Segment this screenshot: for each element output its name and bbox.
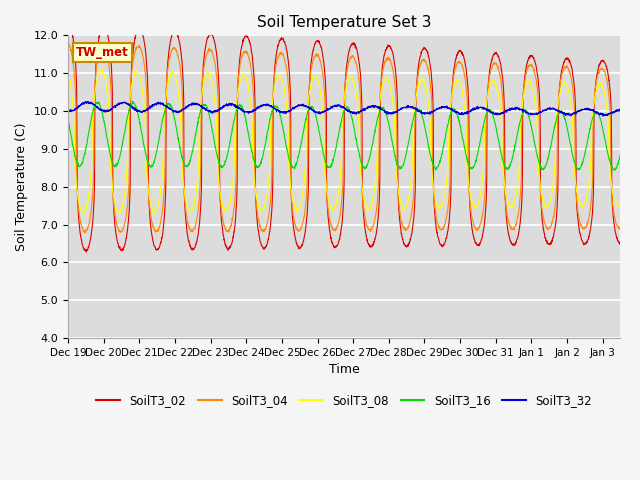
SoilT3_16: [532, 146, 540, 152]
SoilT3_32: [410, 105, 418, 111]
Line: SoilT3_32: SoilT3_32: [68, 102, 620, 116]
SoilT3_32: [97, 107, 104, 113]
SoilT3_04: [411, 171, 419, 177]
SoilT3_02: [97, 27, 105, 33]
SoilT3_16: [97, 104, 104, 109]
Line: SoilT3_04: SoilT3_04: [68, 43, 620, 233]
SoilT3_02: [598, 59, 605, 64]
SoilT3_02: [83, 249, 90, 255]
SoilT3_08: [348, 74, 356, 80]
SoilT3_08: [428, 160, 435, 166]
SoilT3_02: [428, 71, 435, 77]
SoilT3_32: [84, 99, 92, 105]
SoilT3_04: [532, 76, 540, 82]
SoilT3_02: [532, 63, 540, 69]
SoilT3_08: [532, 109, 540, 115]
Line: SoilT3_08: SoilT3_08: [68, 70, 620, 214]
SoilT3_16: [410, 113, 418, 119]
SoilT3_32: [64, 108, 72, 114]
SoilT3_32: [616, 106, 624, 111]
SoilT3_02: [64, 21, 72, 26]
SoilT3_32: [427, 109, 435, 115]
SoilT3_04: [598, 66, 605, 72]
SoilT3_04: [64, 41, 72, 47]
Title: Soil Temperature Set 3: Soil Temperature Set 3: [257, 15, 431, 30]
Line: SoilT3_16: SoilT3_16: [68, 101, 620, 170]
SoilT3_16: [427, 154, 435, 160]
SoilT3_04: [97, 42, 105, 48]
SoilT3_16: [616, 151, 624, 157]
SoilT3_08: [616, 200, 624, 206]
Line: SoilT3_02: SoilT3_02: [68, 24, 620, 252]
SoilT3_04: [348, 53, 356, 59]
X-axis label: Time: Time: [329, 363, 360, 376]
Text: TW_met: TW_met: [76, 46, 129, 59]
SoilT3_32: [348, 109, 355, 115]
SoilT3_04: [81, 230, 88, 236]
SoilT3_16: [611, 167, 618, 173]
SoilT3_04: [428, 92, 435, 97]
SoilT3_04: [65, 40, 72, 46]
SoilT3_02: [348, 42, 356, 48]
SoilT3_16: [348, 114, 355, 120]
SoilT3_02: [616, 240, 624, 246]
SoilT3_02: [65, 21, 72, 26]
SoilT3_32: [599, 113, 607, 119]
SoilT3_32: [598, 111, 605, 117]
SoilT3_08: [411, 109, 419, 115]
SoilT3_08: [64, 71, 72, 76]
SoilT3_08: [97, 68, 104, 73]
SoilT3_08: [598, 83, 605, 88]
SoilT3_32: [532, 111, 540, 117]
SoilT3_16: [64, 116, 72, 121]
Legend: SoilT3_02, SoilT3_04, SoilT3_08, SoilT3_16, SoilT3_32: SoilT3_02, SoilT3_04, SoilT3_08, SoilT3_…: [92, 389, 596, 412]
SoilT3_02: [411, 206, 419, 212]
SoilT3_16: [598, 119, 605, 125]
SoilT3_08: [79, 211, 87, 216]
SoilT3_04: [616, 225, 624, 230]
SoilT3_08: [97, 67, 105, 72]
Y-axis label: Soil Temperature (C): Soil Temperature (C): [15, 122, 28, 251]
SoilT3_16: [129, 98, 137, 104]
